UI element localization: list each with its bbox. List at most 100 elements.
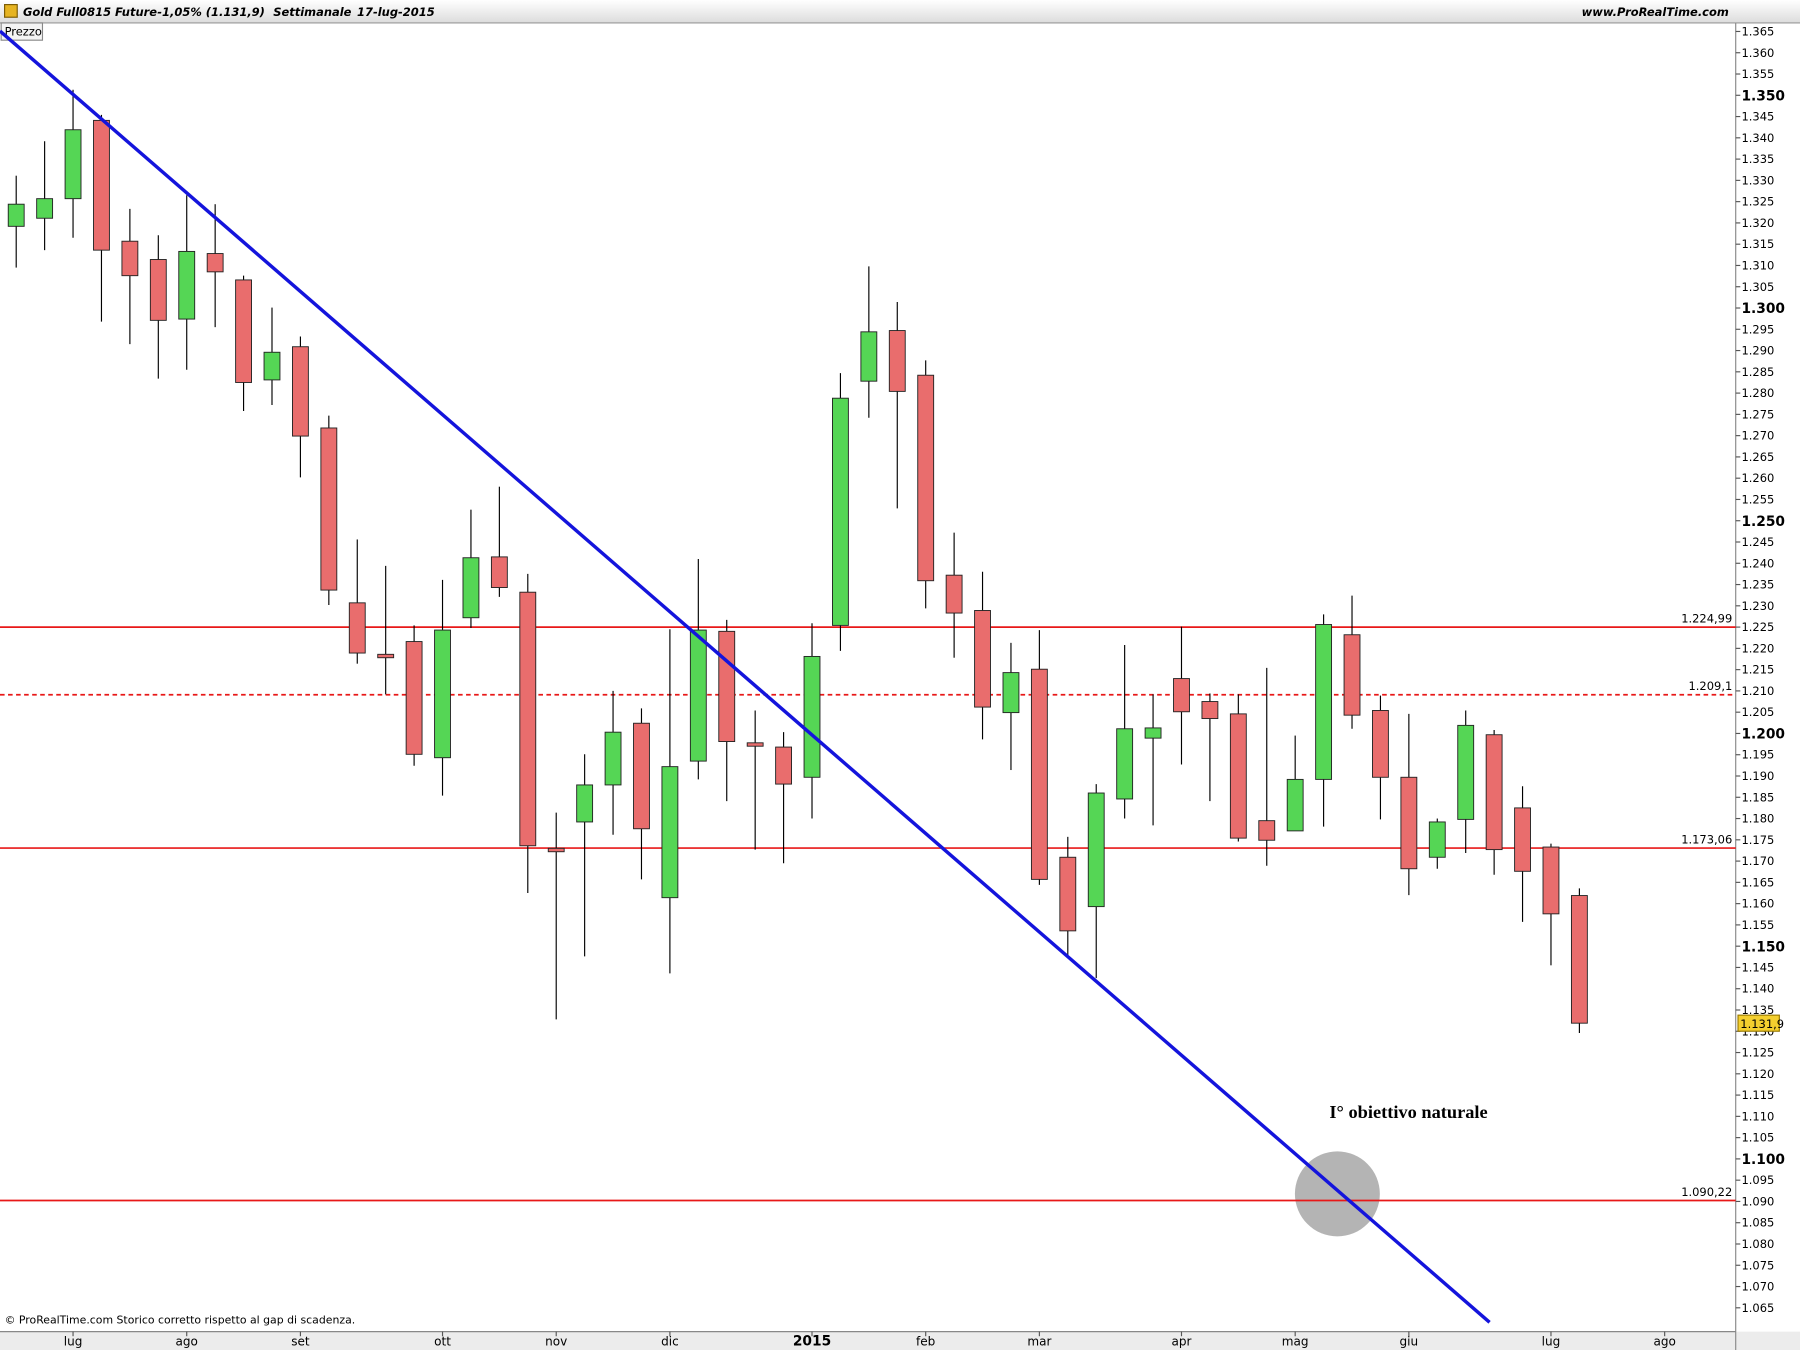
x-tick-label: lug (1542, 1334, 1561, 1348)
x-tick-label: giu (1400, 1334, 1419, 1348)
candle-body (832, 397, 849, 626)
y-tick-label: 1.070 (1741, 1280, 1774, 1294)
candle-body (263, 351, 281, 381)
panel-label: Prezzo (5, 25, 42, 39)
y-tick-label: 1.075 (1741, 1258, 1774, 1272)
y-tick-label: 1.115 (1741, 1088, 1774, 1102)
x-tick-label: apr (1171, 1334, 1191, 1348)
y-tick-label: 1.345 (1741, 110, 1774, 124)
candle-body (860, 331, 878, 382)
x-tick-label: 2015 (793, 1333, 831, 1349)
candle-body (377, 653, 395, 659)
candle-body (1514, 807, 1531, 872)
candle-body (1343, 634, 1361, 716)
candle-body (1315, 624, 1333, 780)
candle-body (292, 346, 309, 437)
y-tick-label: 1.355 (1741, 67, 1774, 81)
y-tick-label: 1.145 (1741, 960, 1774, 974)
y-tick-label: 1.280 (1741, 386, 1774, 400)
y-tick-label: 1.350 (1741, 88, 1785, 104)
y-tick-label: 1.160 (1741, 897, 1774, 911)
y-tick-label: 1.085 (1741, 1216, 1774, 1230)
candle-body (1144, 727, 1162, 739)
candle-body (803, 655, 821, 778)
candle-body (348, 602, 366, 654)
y-tick-label: 1.225 (1741, 620, 1774, 634)
candle-body (405, 641, 423, 755)
y-tick-label: 1.310 (1741, 258, 1774, 272)
annotation: I° obiettivo naturale (1329, 1102, 1487, 1122)
candle-body (604, 731, 622, 786)
candle-body (121, 240, 139, 277)
x-axis-bar (0, 1331, 1800, 1350)
y-tick-label: 1.210 (1741, 684, 1774, 698)
instrument-icon (4, 4, 18, 18)
header-bar (0, 0, 1800, 23)
y-tick-label: 1.220 (1741, 641, 1774, 655)
candle-body (1002, 672, 1020, 714)
candle-body (519, 591, 537, 847)
y-tick-label: 1.090 (1741, 1194, 1774, 1208)
candle-body (1570, 895, 1588, 1024)
y-tick-label: 1.175 (1741, 833, 1774, 847)
candle-body (1201, 701, 1219, 720)
y-tick-label: 1.120 (1741, 1067, 1774, 1081)
y-tick-label: 1.270 (1741, 429, 1774, 443)
y-tick-label: 1.340 (1741, 131, 1774, 145)
level-label: 1.090,22 (1681, 1185, 1732, 1199)
y-tick-label: 1.255 (1741, 492, 1774, 506)
y-tick-label: 1.205 (1741, 705, 1774, 719)
y-tick-label: 1.240 (1741, 556, 1774, 570)
y-tick-label: 1.150 (1741, 939, 1785, 955)
y-tick-label: 1.235 (1741, 578, 1774, 592)
last-price-box (1737, 1014, 1780, 1032)
y-tick-label: 1.275 (1741, 407, 1774, 421)
candle-body (1428, 821, 1446, 858)
candle-body (945, 574, 963, 614)
y-tick-label: 1.300 (1741, 301, 1785, 317)
candle-body (235, 279, 252, 383)
candle-body (633, 722, 650, 830)
y-tick-label: 1.325 (1741, 195, 1774, 209)
y-tick-label: 1.195 (1741, 748, 1774, 762)
y-tick-label: 1.065 (1741, 1301, 1774, 1315)
candle-body (320, 427, 338, 591)
level-label: 1.224,99 (1681, 612, 1732, 626)
candle-body (1258, 820, 1276, 841)
candle-body (149, 259, 167, 321)
y-tick-label: 1.360 (1741, 46, 1774, 60)
y-tick-label: 1.155 (1741, 918, 1774, 932)
y-tick-label: 1.365 (1741, 24, 1774, 38)
candle-body (775, 746, 793, 785)
y-tick-label: 1.105 (1741, 1131, 1774, 1145)
x-tick-label: lug (64, 1334, 83, 1348)
candle-body (746, 742, 764, 747)
x-tick-label: ott (434, 1334, 451, 1348)
y-tick-label: 1.295 (1741, 322, 1774, 336)
candle-body (661, 766, 679, 899)
x-tick-label: feb (916, 1334, 935, 1348)
x-tick-label: dic (661, 1334, 679, 1348)
candle-body (7, 203, 25, 227)
candle-body (974, 610, 991, 708)
candle-body (1030, 668, 1048, 880)
y-tick-label: 1.305 (1741, 280, 1774, 294)
y-tick-label: 1.335 (1741, 152, 1774, 166)
candle-body (1286, 778, 1304, 832)
x-tick-label: mar (1027, 1334, 1051, 1348)
y-tick-label: 1.245 (1741, 535, 1774, 549)
candle-body (36, 198, 54, 219)
y-tick-label: 1.185 (1741, 790, 1774, 804)
candle-body (888, 330, 906, 392)
candle-body (1485, 734, 1503, 851)
level-label: 1.209,1 (1688, 679, 1732, 693)
x-tick-label: ago (1653, 1334, 1675, 1348)
candle-body (1400, 776, 1418, 870)
y-tick-label: 1.165 (1741, 875, 1774, 889)
x-tick-label: mag (1282, 1334, 1309, 1348)
candle-body (917, 374, 935, 582)
y-tick-label: 1.285 (1741, 365, 1774, 379)
candle-body (718, 630, 736, 742)
